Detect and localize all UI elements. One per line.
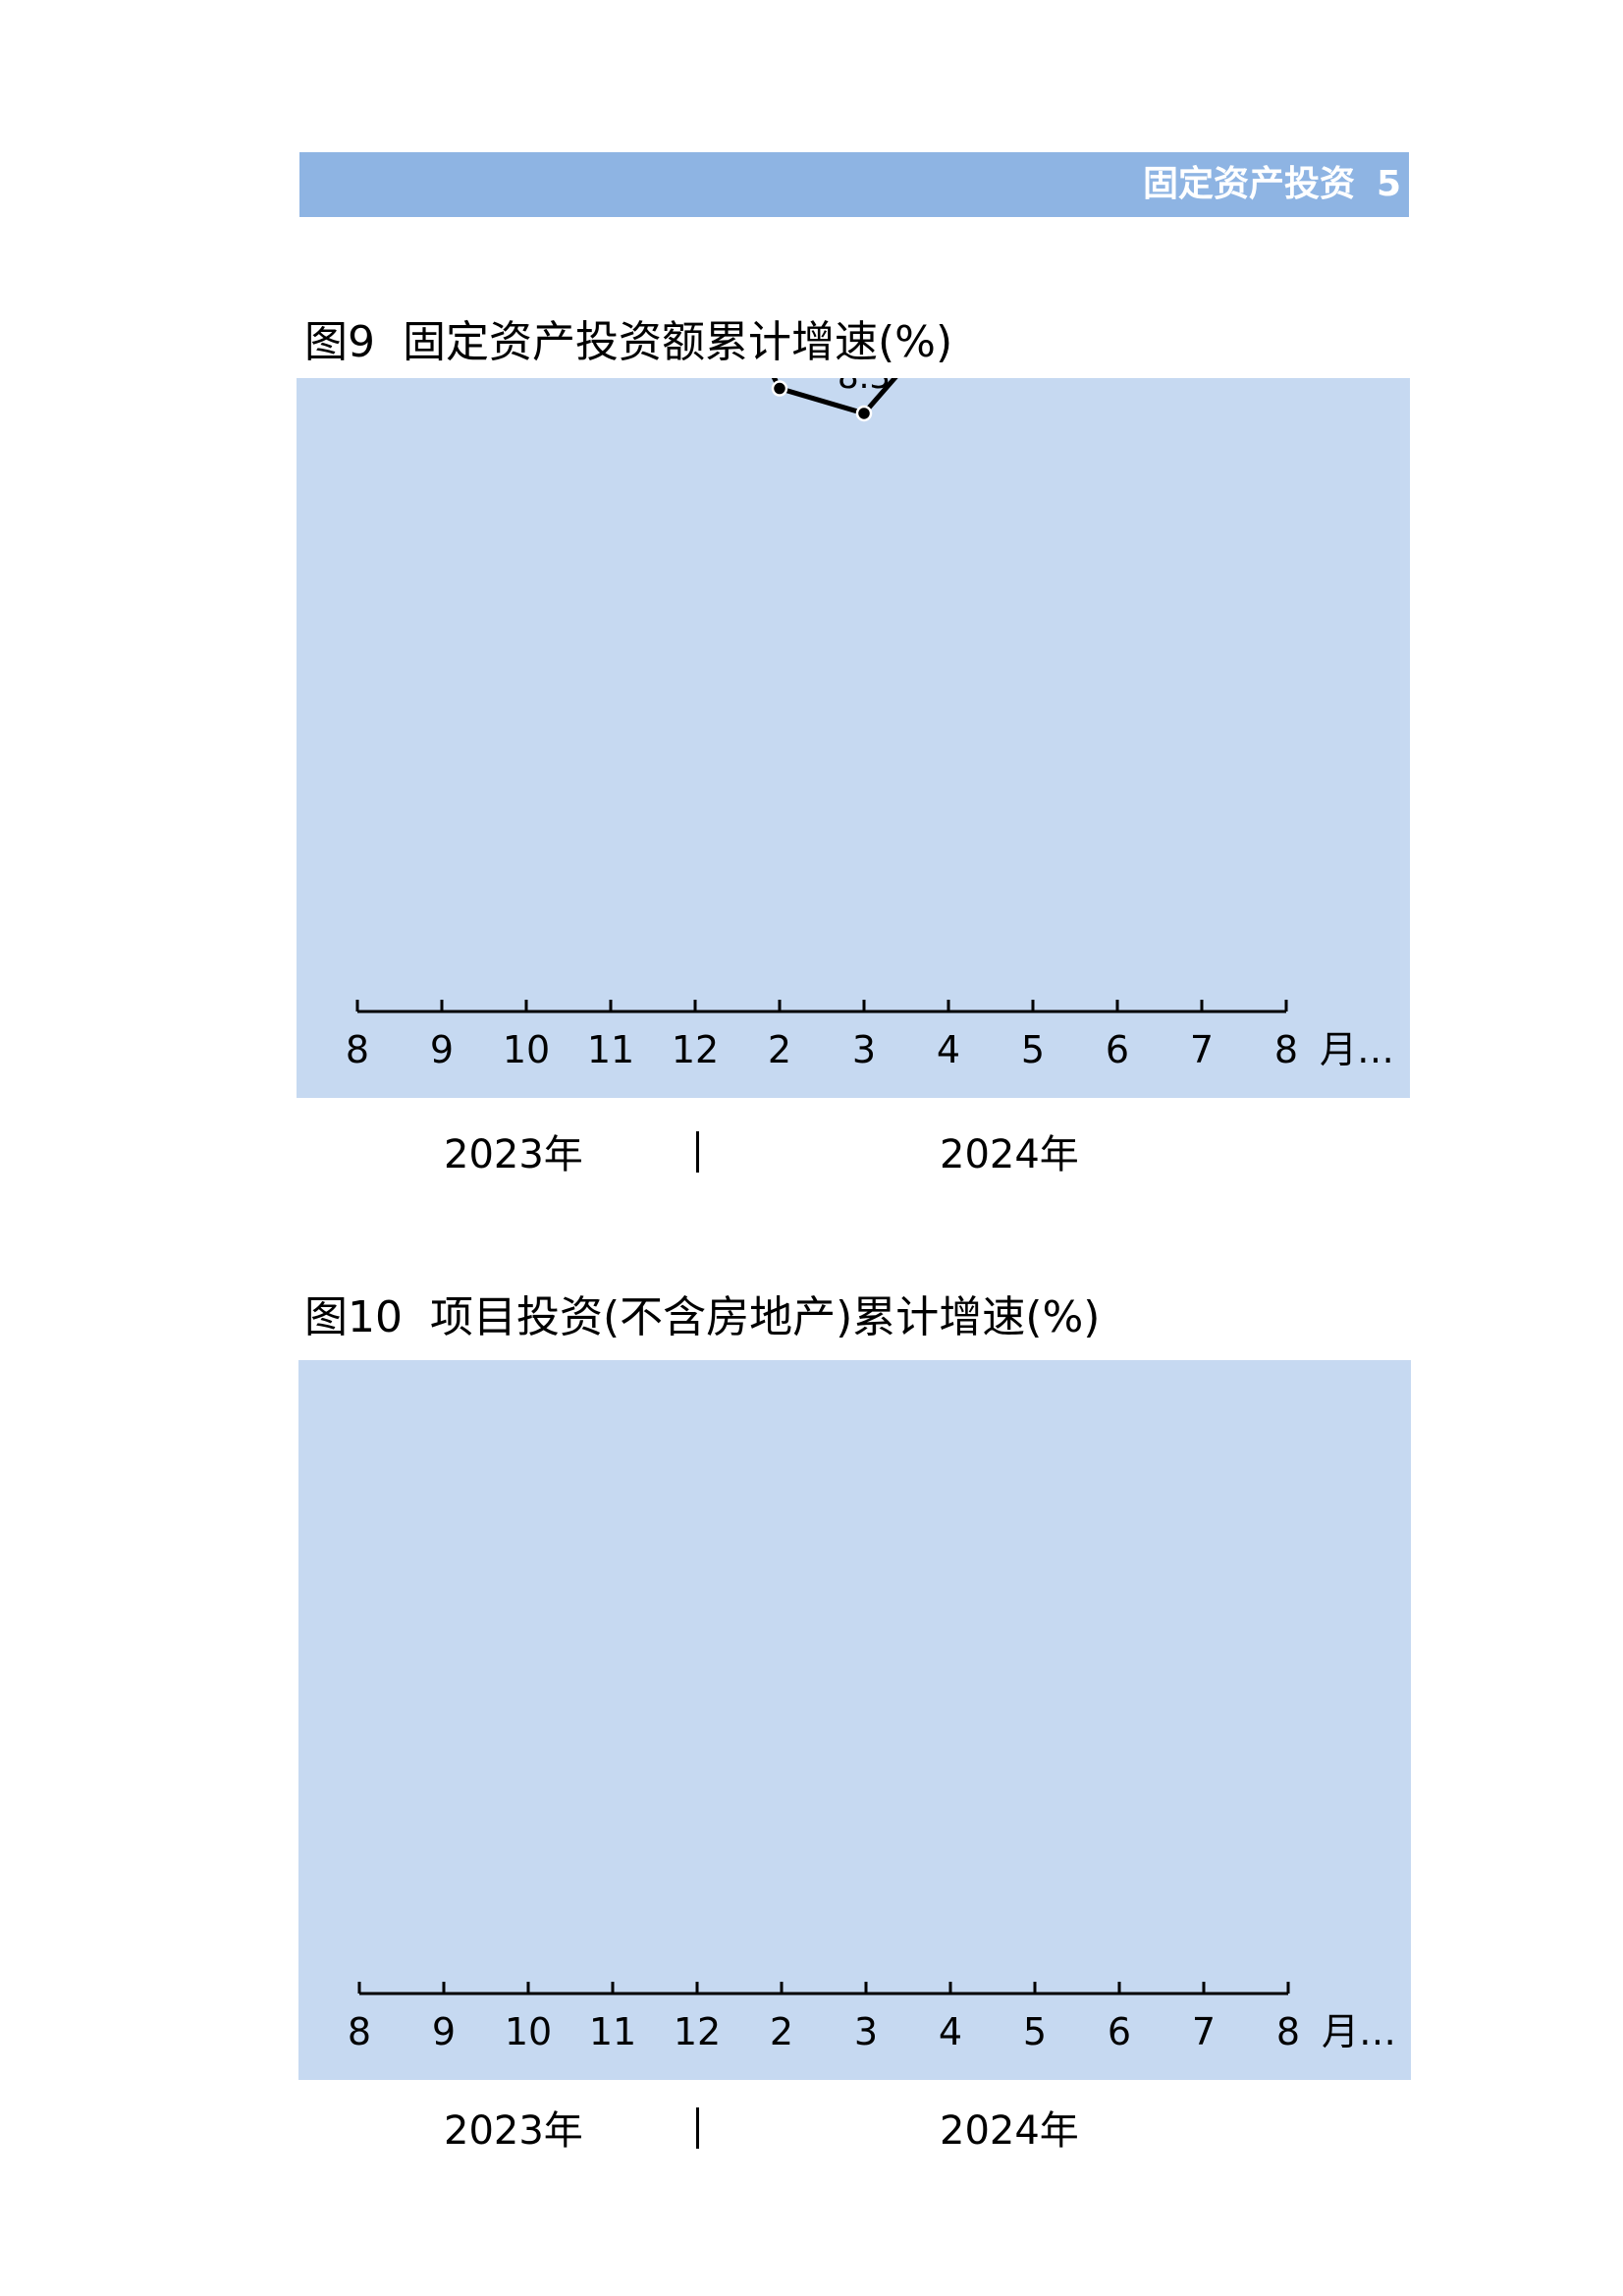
x-tick-label: 8 — [348, 2010, 371, 2053]
x-tick-label: 8 — [1276, 2010, 1300, 2053]
chart-10-panel: 891011122345678月…20.823.426.422.822.018.… — [298, 1360, 1411, 2080]
figure-10-title: 图10 项目投资(不含房地产)累计增速(%) — [304, 1292, 1101, 1342]
figure-9-title: 图9 固定资产投资额累计增速(%) — [304, 317, 953, 367]
chart-9-year-2024: 2024年 — [940, 1132, 1079, 1177]
x-tick-label: 12 — [674, 2010, 721, 2053]
x-tick-label: 11 — [589, 2010, 636, 2053]
chart-9-plot: 891011122345678月…12.314.316.515.915.29.2… — [346, 378, 1394, 1071]
x-tick-label: 10 — [505, 2010, 552, 2053]
chart-10-year-divider — [696, 2107, 699, 2149]
x-tick-label: 2 — [768, 1028, 791, 1071]
x-tick-label: 11 — [587, 1028, 634, 1071]
header-bar: 固定资产投资 5 — [299, 152, 1409, 217]
chart-10-year-2023: 2023年 — [444, 2108, 583, 2154]
page-number: 5 — [1376, 164, 1401, 204]
x-tick-label: 3 — [854, 2010, 878, 2053]
section-title: 固定资产投资 — [1142, 164, 1355, 204]
x-tick-label: 10 — [503, 1028, 550, 1071]
chart-9-year-2023: 2023年 — [444, 1132, 583, 1177]
data-point — [771, 380, 788, 397]
x-tick-label: 8 — [1274, 1028, 1298, 1071]
chart-10-plot: 891011122345678月…20.823.426.422.822.018.… — [348, 1982, 1396, 2053]
x-tick-label: 4 — [939, 2010, 962, 2053]
x-tick-label: 12 — [672, 1028, 719, 1071]
chart-9-panel: 891011122345678月…12.314.316.515.915.29.2… — [297, 378, 1410, 1098]
x-tick-label: 5 — [1021, 1028, 1045, 1071]
x-tick-label: 7 — [1190, 1028, 1214, 1071]
x-tick-label: 5 — [1023, 2010, 1047, 2053]
data-label: 8.3 — [838, 378, 891, 397]
x-tick-label: 6 — [1106, 1028, 1129, 1071]
x-tick-label: 3 — [852, 1028, 876, 1071]
x-tick-label: 6 — [1108, 2010, 1131, 2053]
chart-10-year-2024: 2024年 — [940, 2108, 1079, 2154]
x-tick-label: 9 — [432, 2010, 456, 2053]
x-axis-unit-label: 月… — [1322, 2010, 1396, 2053]
x-axis-unit-label: 月… — [1320, 1028, 1394, 1071]
x-tick-label: 9 — [430, 1028, 454, 1071]
x-tick-label: 8 — [346, 1028, 369, 1071]
x-tick-label: 7 — [1192, 2010, 1216, 2053]
series-line — [771, 378, 898, 416]
x-tick-label: 2 — [770, 2010, 793, 2053]
x-tick-label: 4 — [937, 1028, 960, 1071]
data-point — [855, 405, 873, 422]
chart-9-year-divider — [696, 1131, 699, 1173]
